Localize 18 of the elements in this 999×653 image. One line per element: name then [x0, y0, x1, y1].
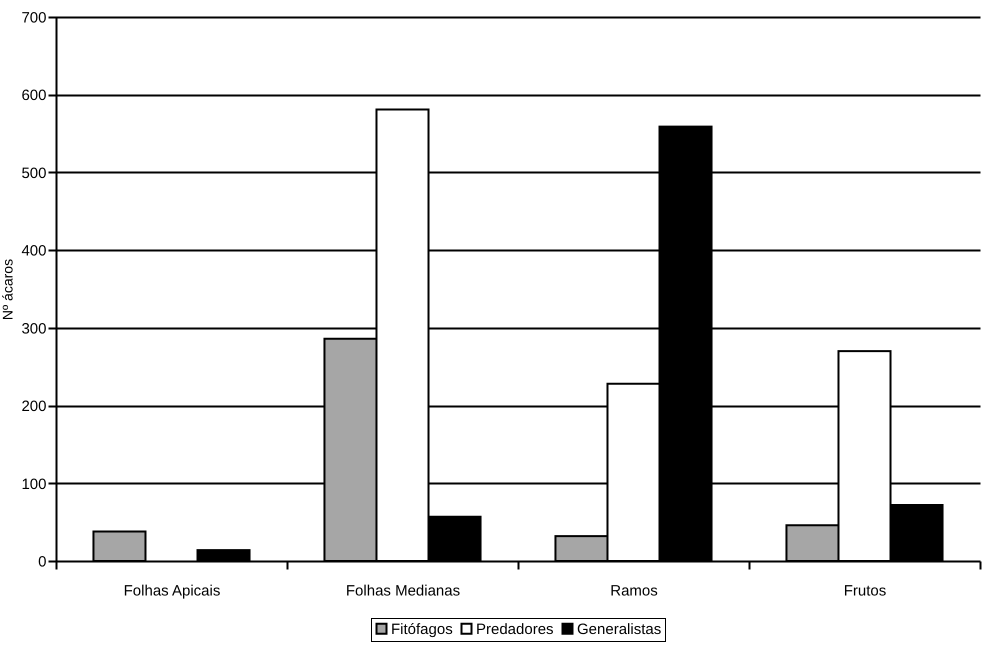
y-tick-label: 500 — [21, 164, 46, 182]
x-tick-label: Folhas Apicais — [124, 582, 220, 600]
legend-label: Generalistas — [577, 620, 662, 638]
legend-label: Fitófagos — [391, 620, 453, 638]
x-tick-label: Folhas Medianas — [346, 582, 460, 600]
bar — [196, 549, 251, 562]
x-tick-label: Frutos — [844, 582, 886, 600]
legend-label: Predadores — [476, 620, 554, 638]
bar — [92, 530, 146, 562]
y-tick-label: 600 — [21, 87, 46, 104]
y-axis-title: Nº ácaros — [0, 258, 16, 320]
y-tick-label: 200 — [21, 398, 46, 416]
y-tick-label: 400 — [21, 242, 46, 260]
y-tick-label: 300 — [21, 320, 46, 338]
y-tick-label: 100 — [21, 476, 46, 493]
y-tick-label: 0 — [38, 554, 46, 570]
y-tick-label: 700 — [21, 10, 46, 26]
x-tick-label: Ramos — [610, 582, 658, 600]
